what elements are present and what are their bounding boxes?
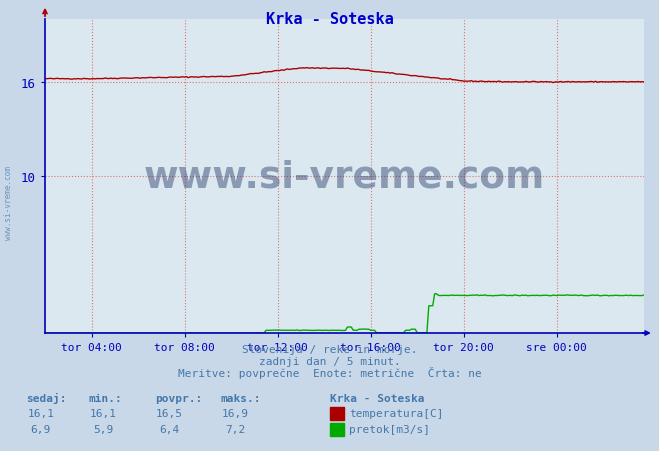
Text: maks.:: maks.: (221, 393, 261, 403)
Text: pretok[m3/s]: pretok[m3/s] (349, 424, 430, 434)
Text: 16,1: 16,1 (28, 409, 54, 419)
Text: min.:: min.: (89, 393, 123, 403)
Text: temperatura[C]: temperatura[C] (349, 409, 444, 419)
Text: Krka - Soteska: Krka - Soteska (330, 393, 424, 403)
Text: 16,1: 16,1 (90, 409, 117, 419)
Text: www.si-vreme.com: www.si-vreme.com (144, 159, 545, 194)
Text: 7,2: 7,2 (225, 424, 245, 434)
Text: Krka - Soteska: Krka - Soteska (266, 12, 393, 28)
Text: povpr.:: povpr.: (155, 393, 202, 403)
Text: sedaj:: sedaj: (26, 392, 67, 403)
Text: www.si-vreme.com: www.si-vreme.com (4, 166, 13, 240)
Text: 6,9: 6,9 (31, 424, 51, 434)
Text: 16,5: 16,5 (156, 409, 183, 419)
Text: zadnji dan / 5 minut.: zadnji dan / 5 minut. (258, 356, 401, 366)
Text: 5,9: 5,9 (94, 424, 113, 434)
Text: 16,9: 16,9 (222, 409, 248, 419)
Text: Slovenija / reke in morje.: Slovenija / reke in morje. (242, 345, 417, 354)
Text: 6,4: 6,4 (159, 424, 179, 434)
Text: Meritve: povprečne  Enote: metrične  Črta: ne: Meritve: povprečne Enote: metrične Črta:… (178, 366, 481, 378)
